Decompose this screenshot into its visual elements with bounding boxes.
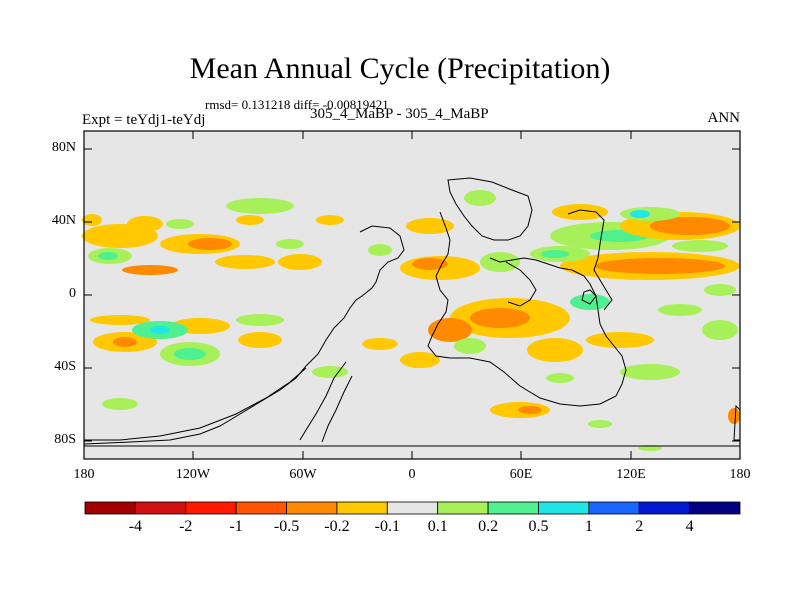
colorbar <box>84 501 741 515</box>
experiment-label: Expt = teYdj1-teYdj <box>82 112 206 128</box>
colorbar-swatch <box>286 501 338 515</box>
anomaly-patch <box>368 244 392 256</box>
anomaly-patch <box>672 240 728 252</box>
lon-tick-label: 120W <box>175 467 211 482</box>
anomaly-patch <box>527 338 583 362</box>
anomaly-patch <box>276 239 304 249</box>
anomaly-patch <box>546 373 574 383</box>
colorbar-swatch <box>134 501 187 515</box>
lon-tick-label: 60E <box>509 467 533 482</box>
season-label: ANN <box>707 110 741 126</box>
lat-tick-label: 80S <box>54 432 76 447</box>
colorbar-label: 4 <box>685 518 694 535</box>
map-background <box>84 131 740 459</box>
anomaly-patch <box>552 204 608 220</box>
lon-tick-label: 180 <box>729 467 751 482</box>
anomaly-patch <box>278 254 322 270</box>
anomaly-patch <box>586 332 654 348</box>
colorbar-swatch <box>437 501 489 515</box>
lat-tick-label: 40N <box>51 213 76 228</box>
lat-tick-label: 80N <box>51 140 76 155</box>
anomaly-patch <box>226 198 294 214</box>
colorbar-label: -2 <box>179 518 193 535</box>
anomaly-patch <box>470 308 530 328</box>
lon-tick-label: 120E <box>616 467 646 482</box>
anomaly-patch <box>316 215 344 225</box>
lon-tick-label: 60W <box>289 467 317 482</box>
lon-tick-label: 180 <box>73 467 95 482</box>
anomaly-patch <box>166 219 194 229</box>
anomaly-patch <box>150 326 170 334</box>
anomaly-patch <box>412 258 448 270</box>
axis-ticks <box>84 131 740 459</box>
anomaly-patch <box>238 332 282 348</box>
anomaly-patch <box>704 284 736 296</box>
page-title: Mean Annual Cycle (Precipitation) <box>189 52 611 85</box>
colorbar-swatch <box>588 501 640 515</box>
colorbar-label: 1 <box>584 518 593 535</box>
anomaly-patch <box>588 420 612 428</box>
anomaly-patch <box>236 215 264 225</box>
colorbar-swatch <box>336 501 388 515</box>
anomaly-patch <box>406 218 454 234</box>
anomaly-patch <box>102 398 138 410</box>
anomaly-patch <box>570 294 610 310</box>
anomaly-patch <box>541 250 569 258</box>
colorbar-label: 0.5 <box>528 518 549 535</box>
precip-anomaly-field <box>82 190 740 451</box>
anomaly-patch <box>658 304 702 316</box>
colorbar-swatch <box>689 501 741 515</box>
colorbar-swatch <box>538 501 590 515</box>
lon-tick-label: 0 <box>408 467 416 482</box>
colorbar-swatch <box>84 501 136 515</box>
colorbar-swatch <box>638 501 691 515</box>
anomaly-patch <box>650 217 730 235</box>
anomaly-patch <box>518 406 542 414</box>
anomaly-patch <box>362 338 398 350</box>
lat-tick-label: 0 <box>69 286 76 301</box>
colorbar-label: -1 <box>229 518 243 535</box>
colorbar-swatch <box>235 501 287 515</box>
anomaly-patch <box>702 320 738 340</box>
colorbar-swatch <box>185 501 237 515</box>
anomaly-patch <box>595 258 725 274</box>
colorbar-label: -0.1 <box>374 518 400 535</box>
colorbar-label: 0.1 <box>427 518 448 535</box>
anomaly-patch <box>188 238 232 250</box>
anomaly-patch <box>620 364 680 380</box>
rmsd-diff-stats: rmsd= 0.131218 diff= -0.00819421 <box>205 97 389 112</box>
anomaly-patch <box>122 265 178 275</box>
colorbar-label: -0.2 <box>324 518 350 535</box>
anomaly-patch <box>98 252 118 260</box>
colorbar-label: 2 <box>635 518 644 535</box>
anomaly-patch <box>113 337 137 347</box>
anomaly-patch <box>312 366 348 378</box>
anomaly-patch <box>82 214 102 226</box>
colorbar-swatch <box>386 501 439 515</box>
case-label: 305_4_MaBP - 305_4_MaBP <box>310 106 489 122</box>
anomaly-patch <box>630 210 650 218</box>
lat-tick-label: 40S <box>54 359 76 374</box>
anomaly-patch <box>428 318 472 342</box>
colorbar-label: -0.5 <box>273 518 300 535</box>
coastlines <box>83 177 741 447</box>
anomaly-patch <box>174 348 206 360</box>
colorbar-swatch <box>487 501 539 515</box>
colorbar-label: 0.2 <box>478 518 499 535</box>
anomaly-patch <box>400 352 440 368</box>
anomaly-patch <box>454 338 486 354</box>
anomaly-patch <box>236 314 284 326</box>
anomaly-patch <box>90 315 150 325</box>
anomaly-patch <box>127 216 163 232</box>
anomaly-patch <box>728 408 740 424</box>
colorbar-label: -4 <box>128 518 143 535</box>
anomaly-patch <box>464 190 496 206</box>
anomaly-patch <box>215 255 275 269</box>
